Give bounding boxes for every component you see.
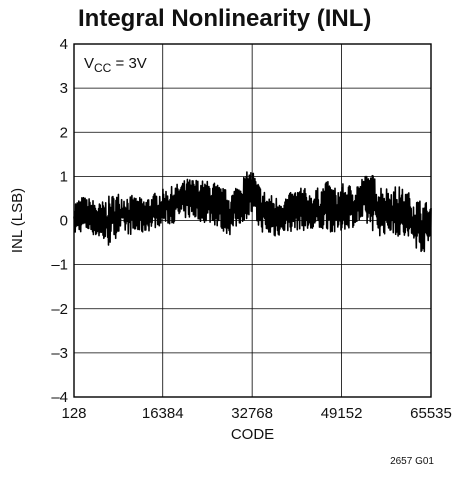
inl-trace (73, 171, 432, 253)
x-tick-label: 32768 (231, 405, 273, 422)
vcc-annotation: VCC = 3V (84, 55, 147, 75)
y-tick-label: –3 (51, 345, 68, 362)
vcc-suffix: = 3V (111, 55, 146, 72)
x-tick-label: 128 (61, 405, 86, 422)
y-tick-label: 2 (60, 124, 68, 141)
y-tick-label: –4 (51, 389, 68, 406)
x-tick-label: 16384 (142, 405, 184, 422)
vcc-subscript: CC (94, 61, 112, 75)
plot-frame (73, 43, 432, 398)
y-tick-label: –2 (51, 301, 68, 318)
y-tick-label: 1 (60, 168, 68, 185)
x-tick-label: 65535 (410, 405, 452, 422)
figure-id: 2657 G01 (390, 456, 434, 467)
y-axis-label: INL (LSB) (9, 188, 26, 253)
y-tick-label: 4 (60, 36, 68, 53)
x-axis-label: CODE (231, 426, 274, 443)
y-tick-label: 0 (60, 213, 68, 230)
inl-series-line (73, 171, 432, 253)
y-tick-label: –1 (51, 257, 68, 274)
x-tick-labels: 128 16384 32768 49152 65535 (61, 405, 451, 422)
y-tick-labels: –4 –3 –2 –1 0 1 2 3 4 (51, 36, 68, 406)
vcc-prefix: V (84, 55, 94, 72)
x-tick-label: 49152 (321, 405, 363, 422)
chart-title: Integral Nonlinearity (INL) (78, 5, 371, 32)
y-tick-label: 3 (60, 80, 68, 97)
